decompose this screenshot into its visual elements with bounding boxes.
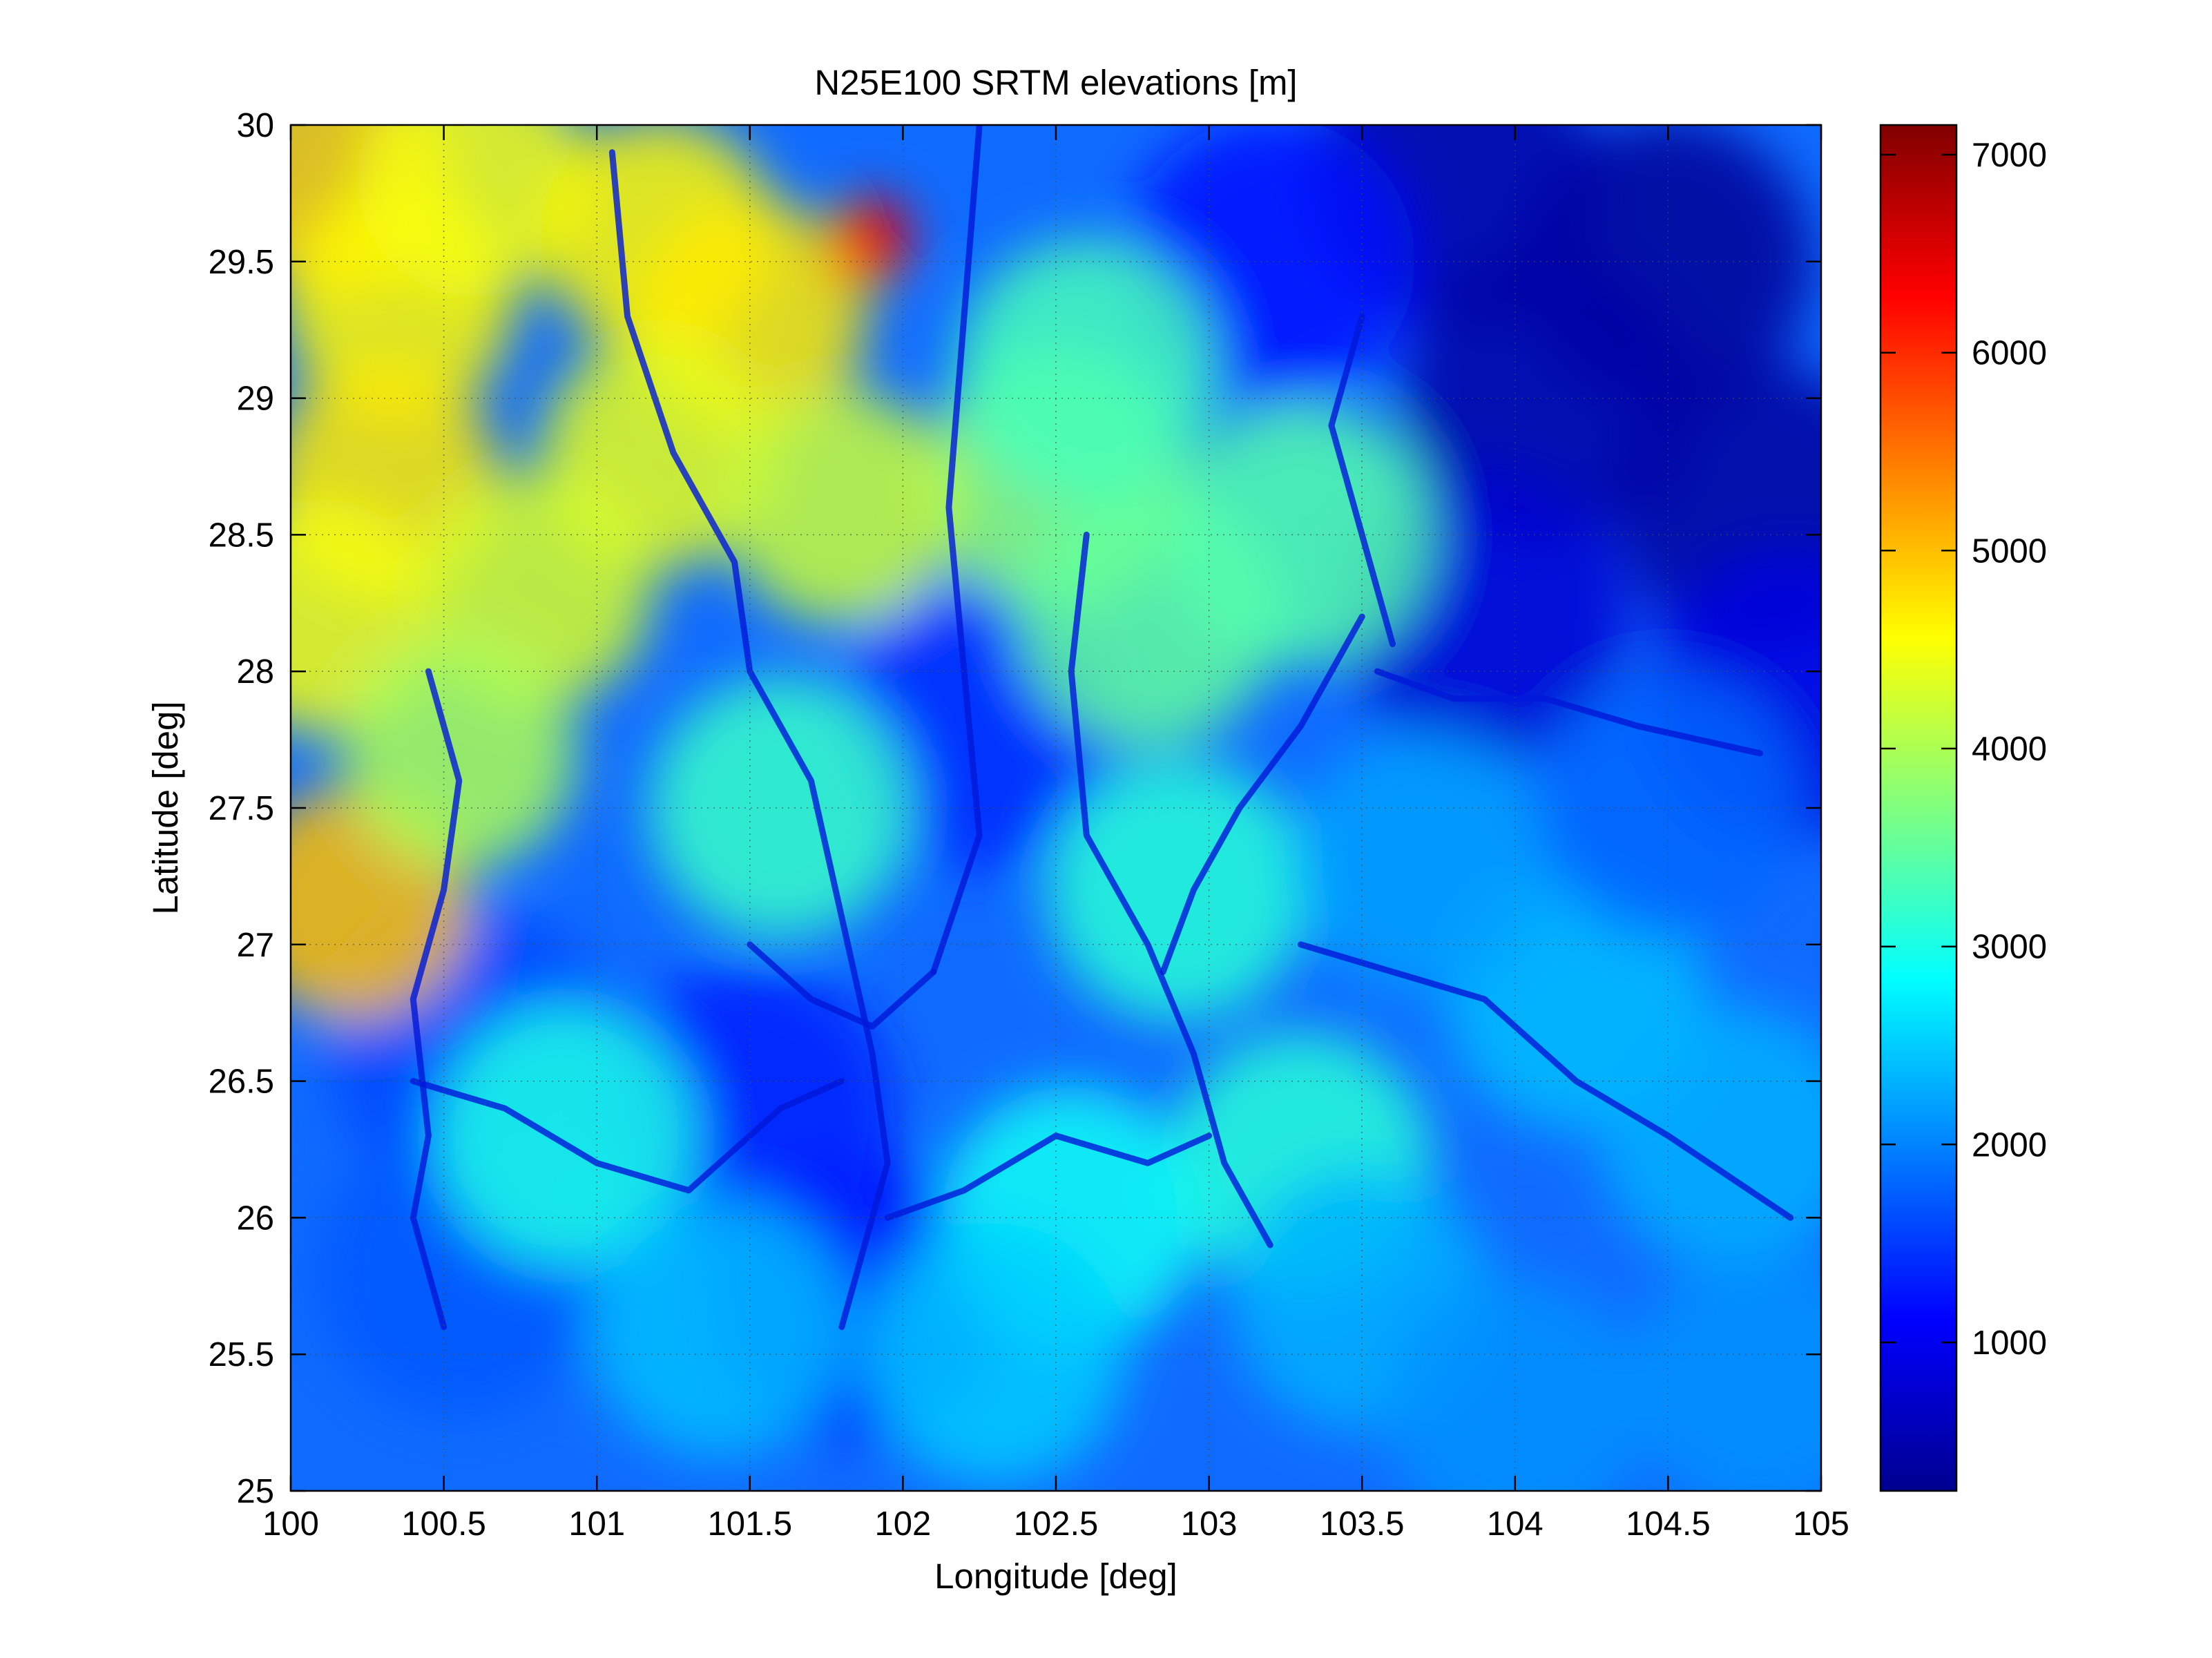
- x-tick-label: 103.5: [1320, 1505, 1405, 1543]
- x-tick-label: 102: [875, 1505, 932, 1543]
- heatmap-region-mid: [1628, 1250, 1821, 1491]
- river-valley-line: [1298, 941, 1794, 1221]
- x-tick-label: 102.5: [1014, 1505, 1099, 1543]
- colorbar-tick-label: 5000: [1972, 532, 2047, 570]
- x-tick-label: 101.5: [707, 1505, 792, 1543]
- x-tick-label: 100.5: [401, 1505, 486, 1543]
- colorbar-tick-label: 1000: [1972, 1324, 2047, 1362]
- river-valley-line: [1374, 668, 1763, 757]
- colorbar-tick-label: 6000: [1972, 335, 2047, 372]
- colorbar-tick-label: 7000: [1972, 137, 2047, 174]
- river-valley-line: [1160, 613, 1365, 975]
- y-tick-label: 26.5: [209, 1063, 274, 1101]
- y-tick-label: 26: [236, 1199, 274, 1237]
- heatmap-region-mid: [588, 1195, 851, 1458]
- heatmap-region-mid: [955, 240, 1218, 502]
- y-tick-label: 29.5: [209, 244, 274, 281]
- y-tick-label: 25.5: [209, 1336, 274, 1373]
- grid-layer: [291, 125, 1821, 1491]
- colorbar-tick-label: 2000: [1972, 1126, 2047, 1164]
- colorbar-gradient: [1881, 125, 1956, 1491]
- river-valley-line: [1068, 531, 1273, 1249]
- x-tick-label: 100: [262, 1505, 319, 1543]
- x-axis-label: Longitude [deg]: [934, 1556, 1177, 1596]
- river-valley-line: [930, 125, 983, 975]
- y-tick-label: 30: [236, 107, 274, 144]
- heatmap-region-mid: [649, 677, 912, 939]
- river-valley-line: [747, 941, 937, 1030]
- plot-area: [291, 125, 1821, 1491]
- colorbar-tick-label: 4000: [1972, 731, 2047, 768]
- heatmap-region-mid: [1383, 1278, 1646, 1491]
- river-valley-line: [884, 1132, 1213, 1221]
- y-tick-label: 28.5: [209, 517, 274, 554]
- x-tick-label: 104.5: [1626, 1505, 1711, 1543]
- y-tick-label: 27.5: [209, 790, 274, 827]
- y-tick-label: 25: [236, 1473, 274, 1510]
- colorbar-tick-label: 3000: [1972, 929, 2047, 966]
- y-tick-label: 28: [236, 653, 274, 691]
- heatmap-region-high: [356, 125, 592, 298]
- river-valley-line: [410, 1078, 845, 1194]
- x-tick-label: 104: [1487, 1505, 1543, 1543]
- tick-layer: 100 100.5 101 101.5 102 102.5 103 103.5 104 104.5…: [209, 107, 1849, 1543]
- river-layer: [410, 125, 1794, 1331]
- heatmap-region-mid: [434, 1004, 698, 1267]
- heatmap-region-mid: [1169, 403, 1432, 666]
- x-tick-label: 101: [568, 1505, 625, 1543]
- x-tick-label: 103: [1181, 1505, 1238, 1543]
- river-valley-line: [410, 668, 463, 1331]
- river-valley-line: [1328, 313, 1396, 648]
- heatmap-region-low: [1401, 253, 1691, 543]
- heatmap-region-mid: [863, 1223, 1126, 1486]
- y-tick-label: 27: [236, 927, 274, 964]
- heatmap-region-mid: [1537, 677, 1800, 939]
- colorbar-ticks: 1000 2000 3000 4000 5000 6000 7000: [1881, 137, 2047, 1362]
- colorbar: 1000 2000 3000 4000 5000 6000 7000: [1879, 124, 2047, 1492]
- y-tick-label: 29: [236, 380, 274, 418]
- heatmap-region-mid: [1291, 731, 1555, 994]
- y-axis-label: Latitude [deg]: [146, 701, 185, 914]
- heatmap-region-high: [341, 635, 577, 871]
- colorbar-frame: [1879, 124, 1958, 1492]
- heatmap-layer: [291, 125, 1821, 1491]
- heatmap-region-peak: [828, 210, 905, 286]
- heatmap-region-high: [724, 389, 959, 625]
- heatmap-region-mid: [1047, 758, 1310, 1021]
- x-tick-label: 105: [1793, 1505, 1849, 1543]
- river-valley-line: [608, 149, 891, 1331]
- chart-title: N25E100 SRTM elevations [m]: [814, 63, 1297, 102]
